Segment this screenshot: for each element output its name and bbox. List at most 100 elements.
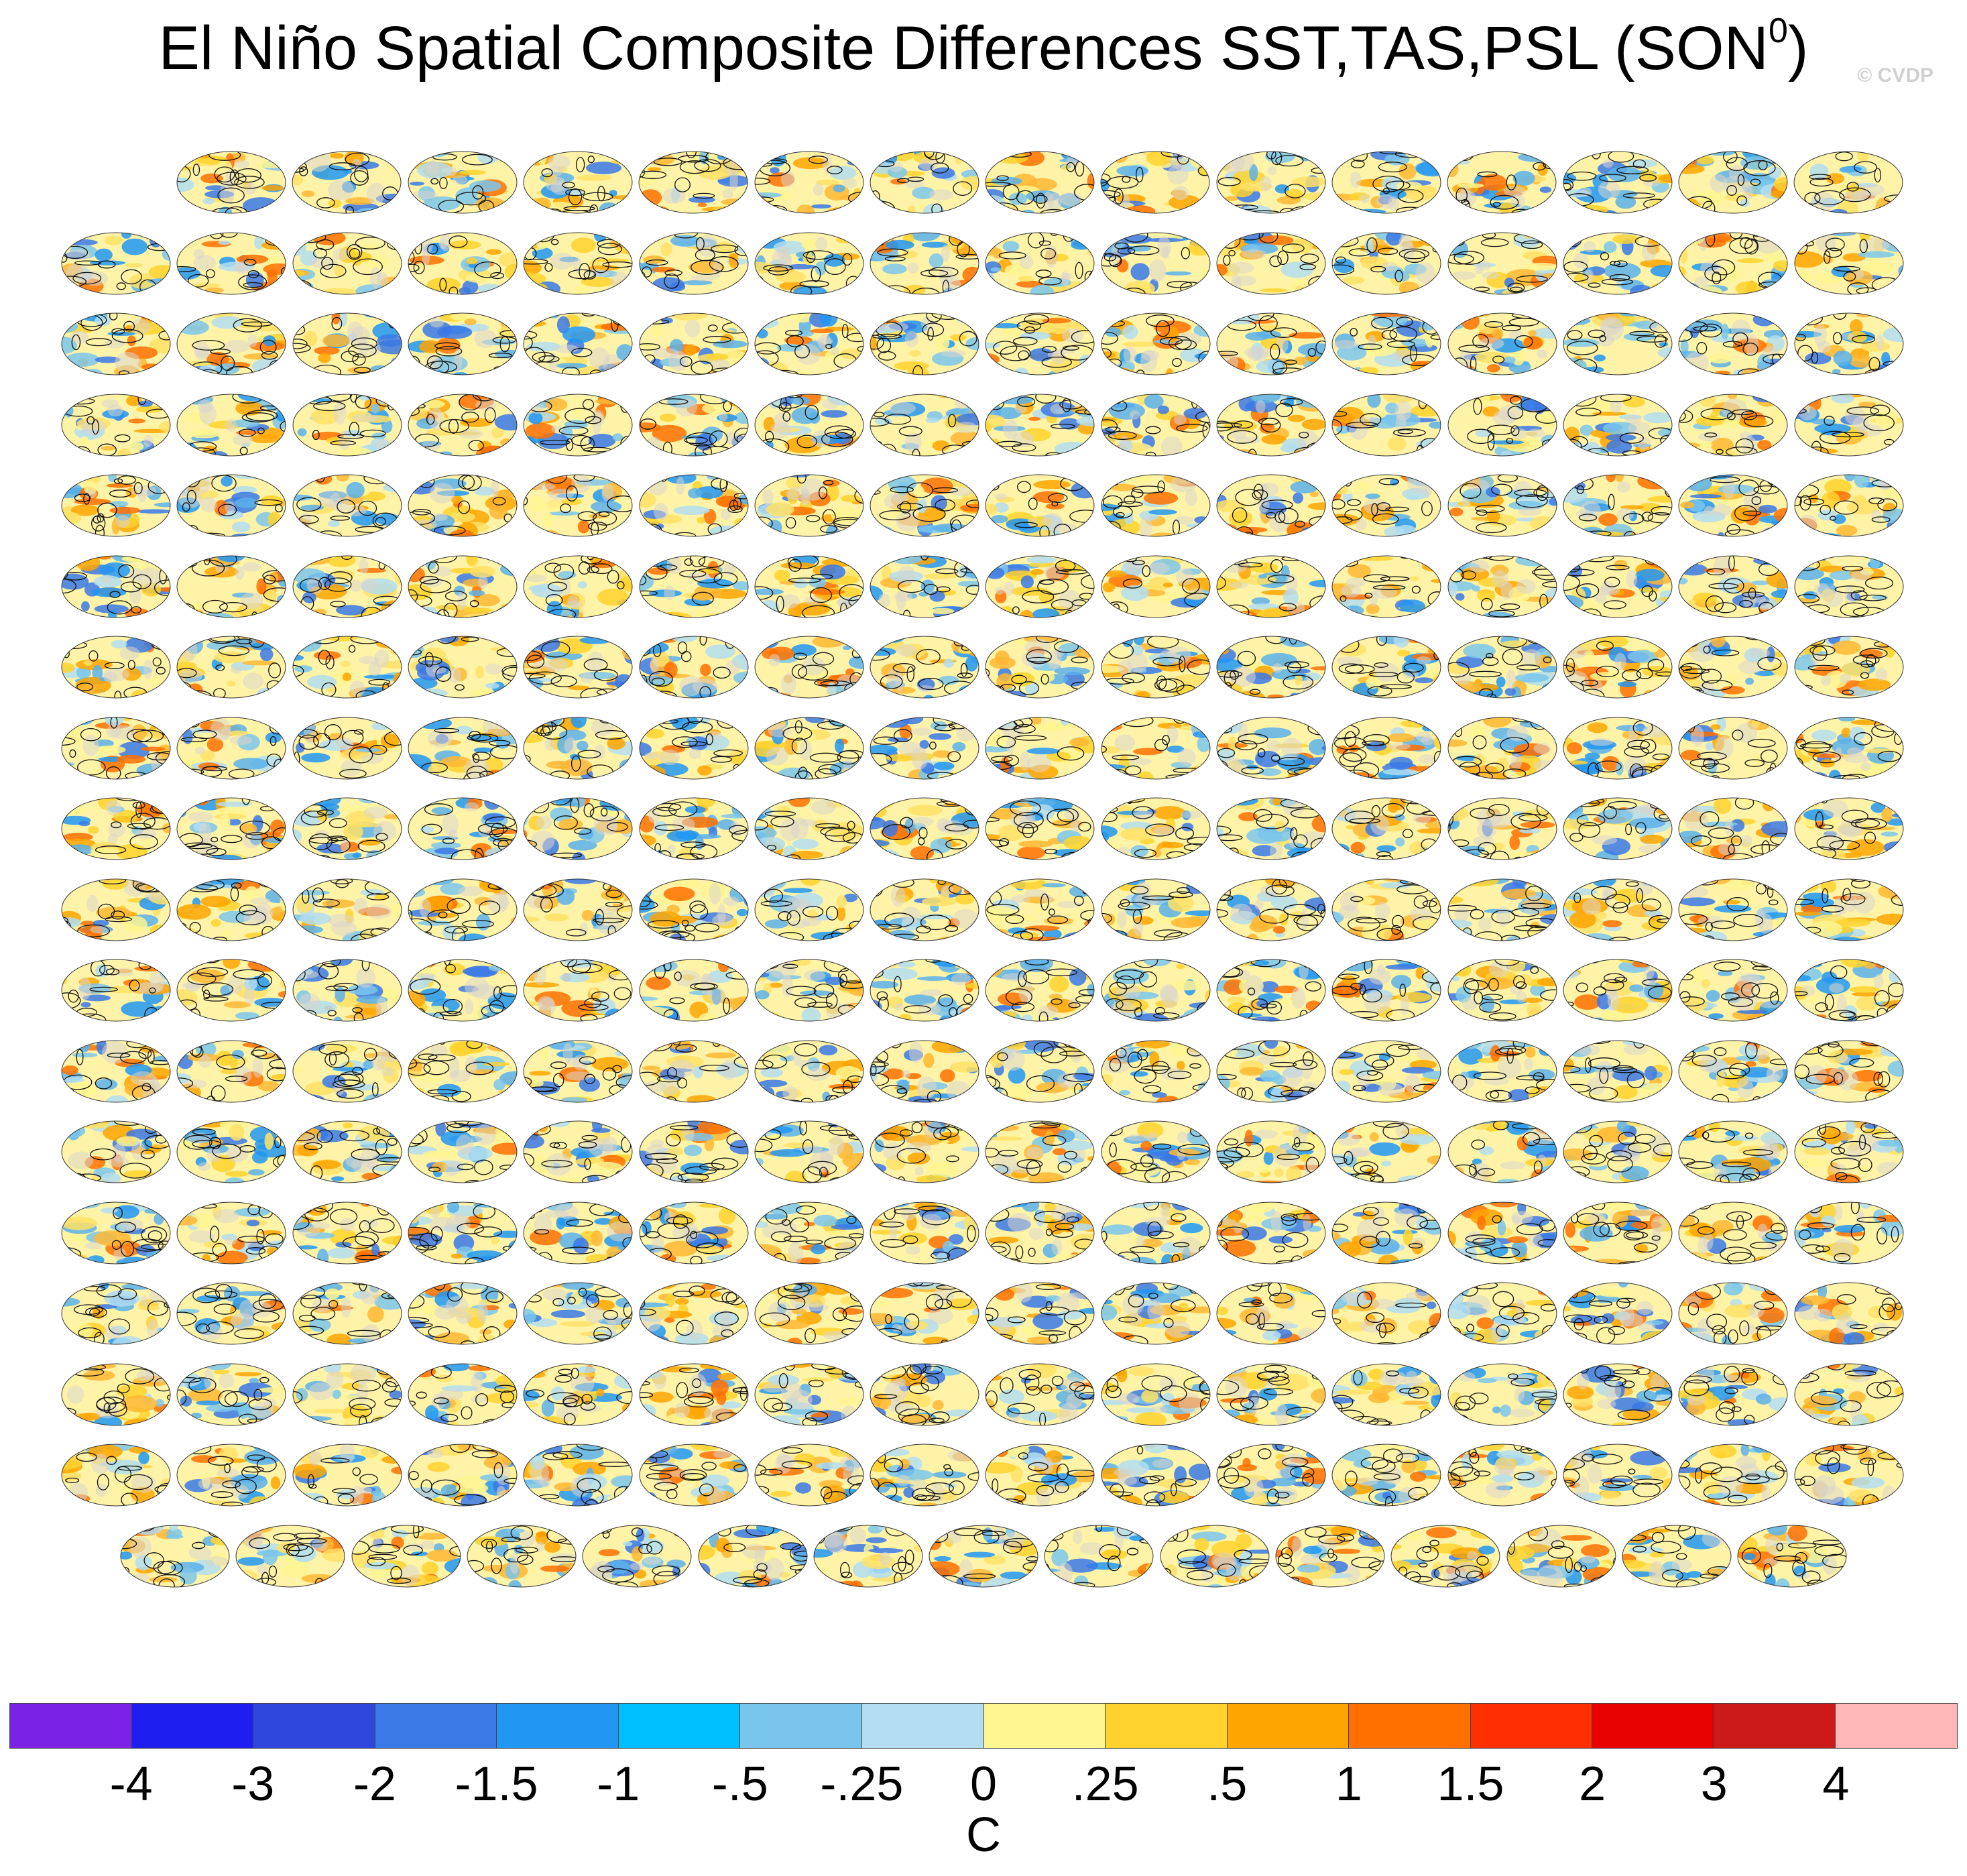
colorbar-box [984,1704,1106,1748]
map-panel [1331,708,1442,780]
map-panel [1215,223,1327,296]
map-panel [984,1112,1095,1184]
map-panel [1447,1031,1558,1104]
map-panel [1562,546,1673,619]
map-panel [1677,1354,1789,1427]
map-panel [638,1273,750,1346]
map-panel [1215,304,1327,376]
map-panel [1447,788,1558,861]
colorbar-tick-label: 3 [1700,1757,1728,1811]
colorbar-box [131,1704,254,1748]
map-panel [754,788,865,861]
map-panel [1562,1354,1673,1427]
colorbar-tick-label: 1 [1335,1757,1362,1811]
map-panel [1215,870,1327,942]
map-panel [1446,142,1557,215]
map-panel [697,1516,809,1588]
map-panel [1793,223,1905,296]
map-panel [1215,1435,1327,1507]
map-panel [1100,788,1211,861]
map-panel [292,1273,403,1346]
map-panel [1215,1273,1327,1346]
map-panel [407,304,518,376]
map-panel [1447,1435,1558,1507]
colorbar-units: C [966,1808,1001,1862]
map-panel [1331,546,1442,619]
colorbar-box [1714,1704,1836,1748]
map-panel [638,385,750,457]
map-panel [1677,304,1789,376]
map-panel [1100,1193,1211,1265]
map-panel [1793,142,1904,215]
colorbar-tick-label: -4 [109,1757,153,1811]
map-panel [869,142,980,215]
map-panel [407,708,518,780]
map-panel [1447,1193,1558,1265]
map-panel [754,142,865,215]
map-panel [60,1354,172,1427]
map-panel [1562,1112,1673,1184]
map-panel [176,708,287,780]
map-panel [176,1112,287,1184]
map-panel [292,1193,403,1265]
map-panel [754,1435,865,1507]
map-panel [1100,1112,1211,1184]
map-panel [1793,950,1905,1022]
map-panel [1274,1516,1386,1588]
map-panel [1562,385,1673,457]
colorbar-box [1106,1704,1228,1748]
map-panel [1215,546,1327,619]
map-panel [60,1112,172,1184]
map-panel [869,1354,980,1427]
map-panel [1677,870,1789,942]
map-panel [869,385,980,457]
map-panel [522,788,634,861]
map-panel [1331,1112,1442,1184]
map-panel [754,465,865,538]
map-panel [1215,708,1327,780]
map-panel [869,1031,980,1104]
map-panel [1562,788,1673,861]
map-panel [292,304,403,376]
map-panel [407,1112,518,1184]
map-panel [292,223,403,296]
map-panel [176,546,287,619]
map-panel [754,223,865,296]
map-panel [1159,1516,1270,1588]
map-panel [522,1193,634,1265]
colorbar-tick-label: -.25 [820,1757,904,1811]
map-panel [984,385,1095,457]
map-panel [1331,1031,1442,1104]
map-panel [1562,950,1673,1022]
map-panel [1447,385,1558,457]
map-panel [176,870,287,942]
colorbar-box [1227,1704,1350,1748]
map-panel [869,1112,980,1184]
map-panel [1562,870,1673,942]
colorbar-box [1836,1704,1957,1748]
map-panel [407,465,518,538]
map-panel [754,304,865,376]
map-panel [60,304,172,376]
map-panel [1100,465,1211,538]
map-panel [1677,627,1789,699]
map-panel [176,1193,287,1265]
map-panel [1793,708,1905,780]
map-panel [1331,223,1442,296]
map-panel [1447,1273,1558,1346]
map-panel [407,385,518,457]
map-panel [292,1031,403,1104]
map-panel [1100,304,1211,376]
map-panel [984,1031,1095,1104]
map-panel [176,304,287,376]
map-panel [1100,546,1211,619]
map-panel [1447,1354,1558,1427]
map-panel [1793,385,1905,457]
map-panel [1447,223,1558,296]
map-panel [1562,142,1673,215]
map-panel [1331,1435,1442,1507]
map-panel [407,1354,518,1427]
map-panel [60,1193,172,1265]
map-panel [984,870,1095,942]
map-panel [754,708,865,780]
